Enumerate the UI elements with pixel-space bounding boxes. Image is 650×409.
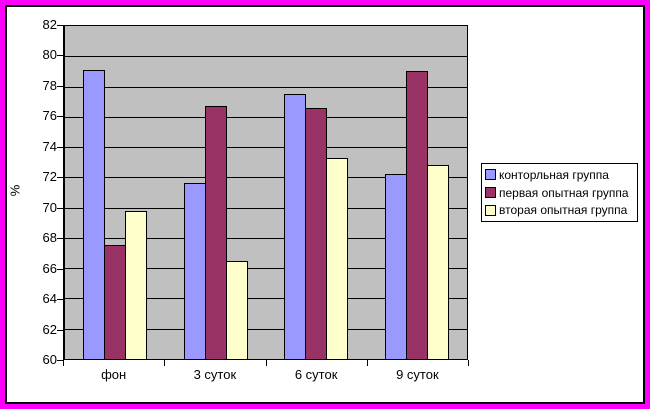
y-tick-label: 66 bbox=[42, 260, 57, 276]
bar-group bbox=[367, 26, 468, 359]
x-tick-mark bbox=[63, 360, 64, 366]
x-tick-mark bbox=[265, 360, 267, 366]
bar bbox=[225, 260, 248, 359]
y-tick-mark bbox=[57, 207, 63, 209]
bar-group bbox=[266, 26, 367, 359]
bar bbox=[104, 245, 127, 359]
x-tick-mark bbox=[164, 360, 166, 366]
y-tick-label: 82 bbox=[42, 17, 57, 32]
y-tick-label: 60 bbox=[42, 352, 57, 367]
x-tick-mark bbox=[366, 360, 368, 366]
y-tick-mark bbox=[57, 25, 63, 26]
plot-area bbox=[63, 25, 468, 360]
y-tick-mark bbox=[57, 360, 63, 361]
bar bbox=[284, 94, 307, 359]
x-category-label: 9 суток bbox=[396, 367, 439, 382]
bar bbox=[204, 106, 227, 359]
y-tick-mark bbox=[57, 116, 63, 118]
gridline bbox=[65, 298, 467, 300]
gridline bbox=[65, 177, 467, 179]
y-tick-label: 62 bbox=[42, 321, 57, 337]
bar bbox=[426, 165, 449, 359]
legend: конторльная группа первая опытная группа в… bbox=[481, 163, 638, 222]
gridline bbox=[65, 86, 467, 88]
y-tick-label: 80 bbox=[42, 47, 57, 63]
bar bbox=[305, 107, 328, 359]
bar bbox=[405, 71, 428, 359]
y-tick-mark bbox=[57, 177, 63, 179]
legend-swatch-icon bbox=[485, 169, 496, 181]
y-tick-mark bbox=[57, 238, 63, 240]
x-tick-mark bbox=[468, 360, 469, 366]
legend-label: конторльная группа bbox=[499, 167, 609, 182]
bar bbox=[384, 174, 407, 359]
x-category-label: 3 суток bbox=[193, 367, 237, 382]
bar bbox=[125, 210, 148, 359]
y-tick-label: 68 bbox=[42, 230, 57, 246]
bar bbox=[83, 69, 106, 359]
gridline bbox=[65, 56, 467, 58]
y-tick-label: 70 bbox=[42, 199, 57, 215]
gridline bbox=[65, 207, 467, 209]
legend-item: вторая опытная группа bbox=[485, 201, 634, 219]
y-tick-label: 64 bbox=[42, 291, 57, 307]
x-category-label: 6 суток bbox=[294, 367, 338, 382]
y-tick-label: 74 bbox=[42, 138, 57, 154]
y-tick-mark bbox=[57, 85, 63, 87]
gridline bbox=[65, 328, 467, 330]
y-tick-mark bbox=[57, 299, 63, 301]
y-tick-mark bbox=[57, 55, 63, 57]
y-tick-label: 78 bbox=[42, 77, 57, 93]
legend-swatch-icon bbox=[485, 204, 496, 216]
legend-label: вторая опытная группа bbox=[499, 203, 628, 218]
y-tick-label: 72 bbox=[42, 169, 57, 185]
gridline bbox=[65, 237, 467, 239]
bar-group bbox=[166, 26, 267, 359]
y-tick-mark bbox=[57, 268, 63, 270]
y-tick-label: 76 bbox=[42, 108, 57, 124]
bar bbox=[183, 183, 206, 359]
legend-item: первая опытная группа bbox=[485, 184, 634, 202]
legend-label: первая опытная группа bbox=[499, 185, 629, 200]
bar-group bbox=[65, 26, 166, 359]
y-tick-mark bbox=[57, 329, 63, 331]
legend-item: конторльная группа bbox=[485, 166, 634, 184]
gridline bbox=[65, 147, 467, 149]
y-tick-mark bbox=[57, 146, 63, 148]
legend-swatch-icon bbox=[485, 187, 496, 198]
bar bbox=[326, 157, 349, 359]
gridline bbox=[65, 268, 467, 270]
gridline bbox=[65, 116, 467, 118]
x-category-label: фон bbox=[101, 367, 127, 382]
